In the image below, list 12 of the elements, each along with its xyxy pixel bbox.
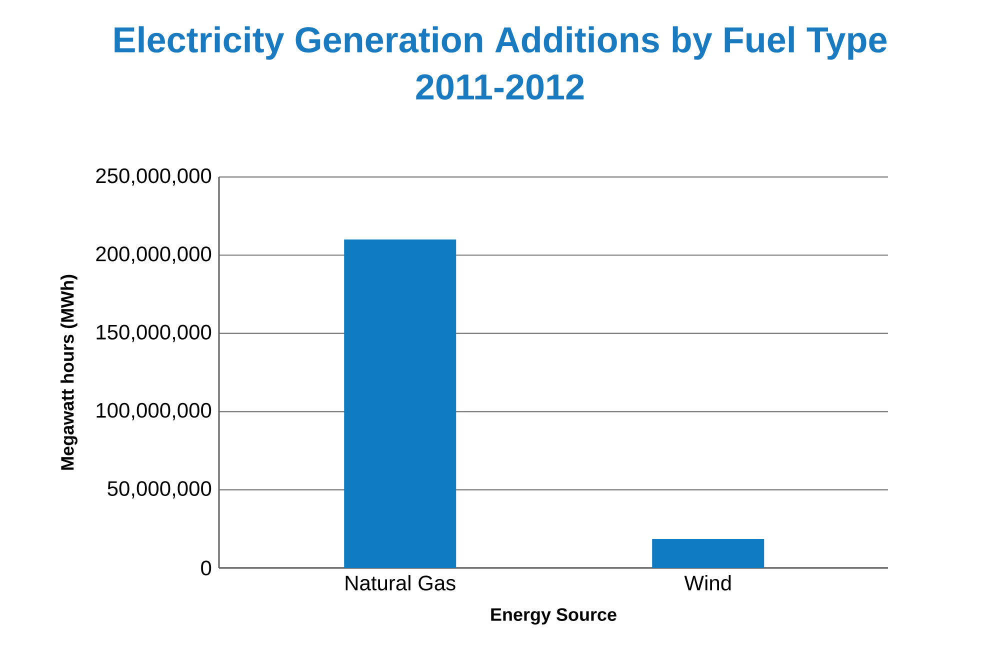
y-tick-label: 50,000,000: [108, 481, 212, 498]
y-axis-title: Megawatt hours (MWh): [60, 274, 78, 470]
y-tick-label: 0: [201, 560, 212, 576]
y-tick-label: 100,000,000: [96, 402, 212, 420]
y-tick-label: 250,000,000: [96, 168, 212, 186]
chart-title: Electricity Generation Additions by Fuel Type: [114, 26, 887, 60]
chart-subtitle: 2011-2012: [416, 74, 584, 100]
y-tick-label: 150,000,000: [96, 324, 212, 342]
y-tick-label: 200,000,000: [96, 246, 212, 264]
x-tick-label: Wind: [684, 575, 731, 590]
x-axis-title: Energy Source: [491, 608, 616, 625]
x-tick-label: Natural Gas: [346, 575, 456, 590]
